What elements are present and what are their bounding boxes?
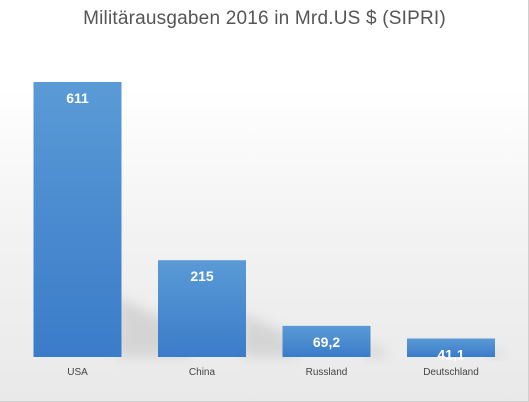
data-label-usa: 611 <box>66 90 89 106</box>
data-label-deutschland: 41,1 <box>437 347 464 363</box>
category-label-russland: Russland <box>306 367 348 378</box>
data-label-russland: 69,2 <box>313 334 340 350</box>
category-label-china: China <box>189 367 216 378</box>
category-label-usa: USA <box>67 367 88 378</box>
bar-usa <box>33 82 122 357</box>
bar-deutschland <box>407 338 495 357</box>
bar-russland <box>282 325 371 357</box>
category-label-deutschland: Deutschland <box>423 367 479 378</box>
data-label-china: 215 <box>190 268 214 284</box>
bar-shadow-russland <box>366 342 388 357</box>
bar-china <box>158 260 246 357</box>
chart-title: Militärausgaben 2016 in Mrd.US $ (SIPRI) <box>83 8 446 29</box>
